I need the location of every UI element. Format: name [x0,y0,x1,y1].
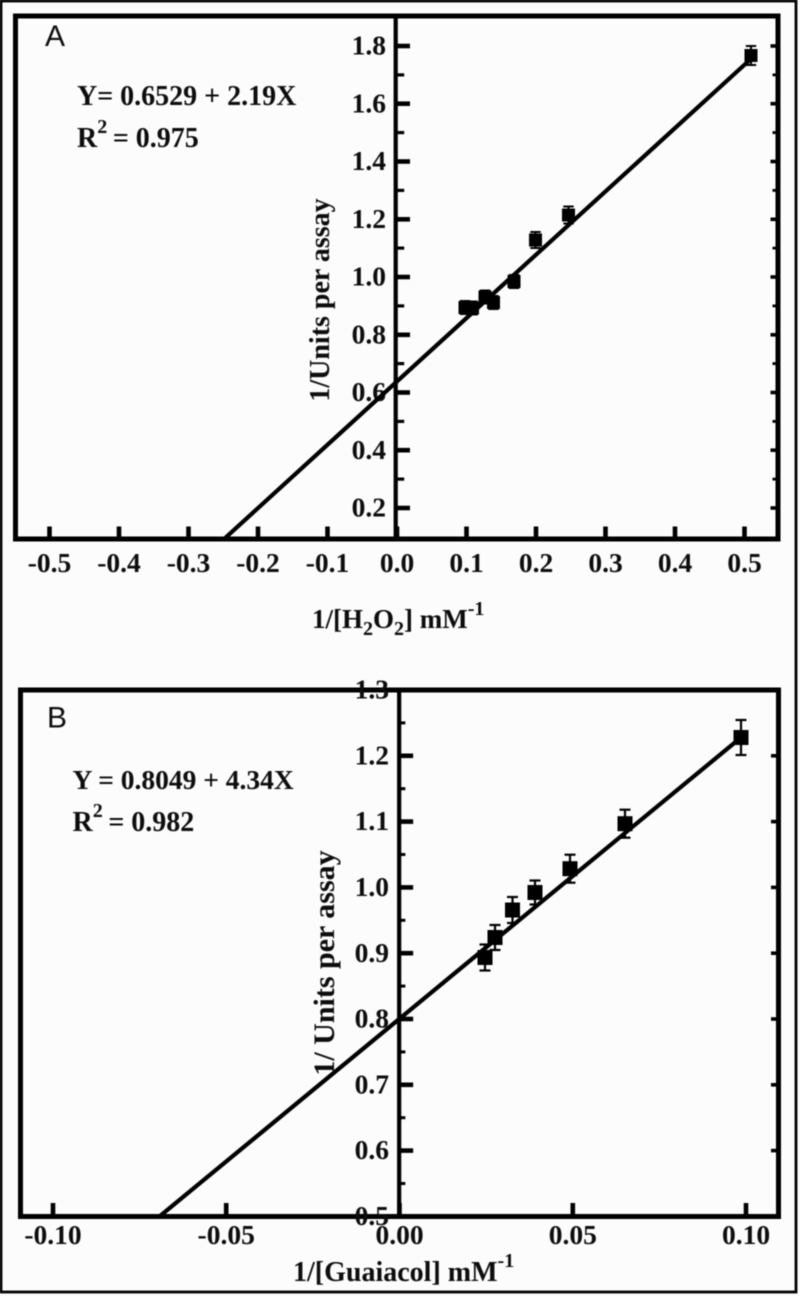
svg-text:-0.3: -0.3 [167,547,211,578]
svg-text:1.4: 1.4 [352,145,387,176]
svg-text:1.3: 1.3 [355,674,389,705]
svg-text:-0.10: -0.10 [24,1219,81,1250]
svg-text:1.0: 1.0 [355,871,389,902]
svg-text:1.1: 1.1 [355,805,389,836]
svg-text:0.10: 0.10 [722,1219,770,1250]
svg-text:0.8: 0.8 [355,1003,389,1034]
svg-text:0.8: 0.8 [352,318,386,349]
svg-text:-0.4: -0.4 [97,547,141,578]
svg-text:1.8: 1.8 [352,30,386,61]
svg-text:0.6: 0.6 [352,376,386,407]
svg-text:1/[Guaiacol] mM-1: 1/[Guaiacol] mM-1 [293,1250,514,1288]
svg-text:0.4: 0.4 [352,434,387,465]
svg-text:1.2: 1.2 [352,203,386,234]
svg-text:-0.2: -0.2 [236,547,280,578]
svg-text:1.0: 1.0 [352,261,386,292]
svg-text:B: B [47,702,67,735]
svg-text:1.6: 1.6 [352,87,386,118]
svg-text:0.1: 0.1 [449,547,483,578]
svg-text:-0.1: -0.1 [306,547,350,578]
svg-text:A: A [45,20,65,53]
svg-text:Y = 0.8049 + 4.34X: Y = 0.8049 + 4.34X [73,764,294,795]
svg-text:0.7: 0.7 [355,1068,390,1099]
svg-text:0.2: 0.2 [352,492,386,523]
svg-text:-0.5: -0.5 [28,547,72,578]
svg-text:0.5: 0.5 [727,547,761,578]
svg-text:0.2: 0.2 [519,547,553,578]
svg-text:0.0: 0.0 [380,547,414,578]
svg-text:-0.05: -0.05 [198,1219,255,1250]
svg-text:1.2: 1.2 [355,739,389,770]
svg-text:0.05: 0.05 [549,1219,597,1250]
svg-text:1/ Units per assay: 1/ Units per assay [308,850,341,1075]
svg-text:0.00: 0.00 [375,1219,423,1250]
svg-text:0.4: 0.4 [658,547,693,578]
svg-text:0.5: 0.5 [355,1200,389,1231]
svg-text:Y= 0.6529 + 2.19X: Y= 0.6529 + 2.19X [77,81,296,112]
svg-text:0.9: 0.9 [355,937,389,968]
svg-text:0.3: 0.3 [588,547,622,578]
svg-text:0.6: 0.6 [355,1134,389,1165]
svg-text:1/Units per assay: 1/Units per assay [305,198,336,401]
